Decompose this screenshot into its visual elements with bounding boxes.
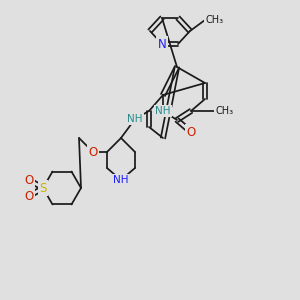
Text: NH: NH [113, 175, 129, 185]
Text: O: O [186, 125, 196, 139]
Text: O: O [24, 173, 34, 187]
Text: NH: NH [155, 106, 171, 116]
Text: NH: NH [127, 114, 143, 124]
Text: S: S [39, 182, 47, 194]
Text: O: O [88, 146, 98, 158]
Text: N: N [158, 38, 166, 50]
Text: O: O [24, 190, 34, 202]
Text: CH₃: CH₃ [215, 106, 233, 116]
Text: CH₃: CH₃ [205, 15, 223, 25]
